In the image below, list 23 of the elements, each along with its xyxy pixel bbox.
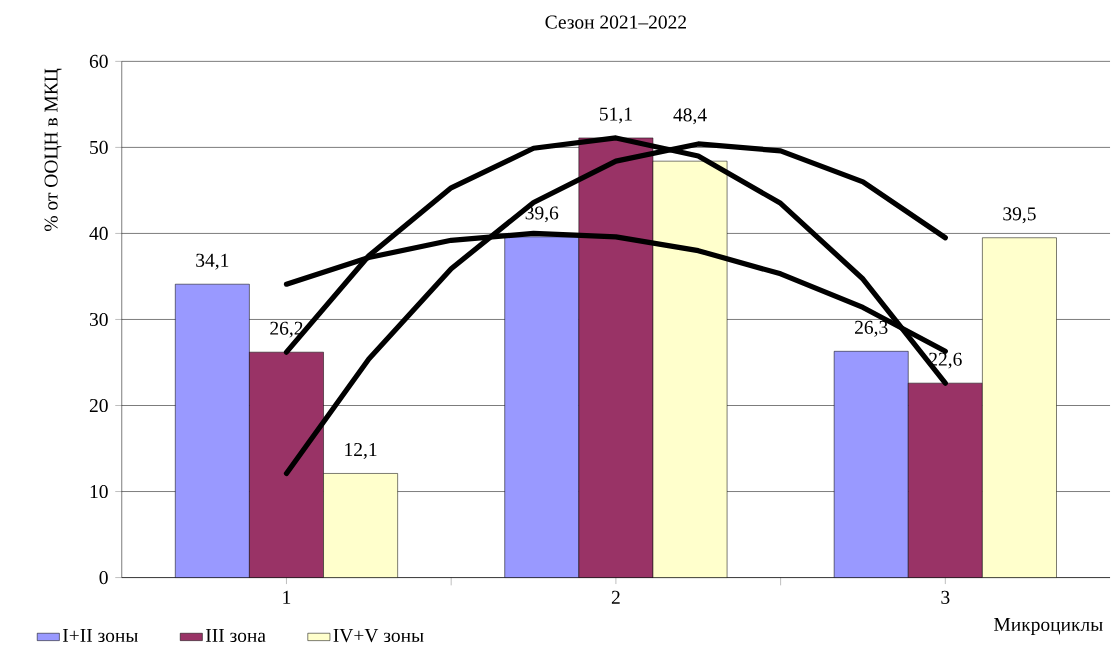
legend-label: I+II зоны	[62, 629, 138, 643]
data-label: 26,3	[855, 321, 888, 337]
data-label: 26,2	[270, 321, 303, 338]
y-tick-label: 50	[90, 141, 108, 155]
chart-title: Сезон 2021–2022	[545, 15, 686, 29]
y-tick-label: 60	[89, 54, 108, 69]
x-tick-label: 3	[941, 591, 950, 605]
y-tick-label: 40	[89, 227, 108, 241]
legend-label: IV+V зоны	[333, 629, 424, 643]
x-axis-title: Микроциклы	[994, 618, 1103, 636]
y-axis-title: % от ООЦН в МКЦ	[44, 68, 62, 232]
legend-label: III зона	[205, 629, 266, 643]
data-label: 12,1	[345, 443, 377, 460]
y-tick-label: 10	[90, 485, 108, 499]
x-tick-label: 2	[611, 591, 620, 604]
data-label: 39,5	[1003, 207, 1036, 224]
y-tick-label: 30	[89, 313, 108, 327]
data-label: 51,1	[599, 107, 632, 124]
data-label: 48,4	[673, 108, 707, 125]
y-tick-label: 20	[89, 399, 108, 413]
data-label: 34,1	[196, 253, 229, 270]
y-tick-label: 0	[99, 571, 108, 585]
x-tick-label: 1	[283, 591, 291, 604]
